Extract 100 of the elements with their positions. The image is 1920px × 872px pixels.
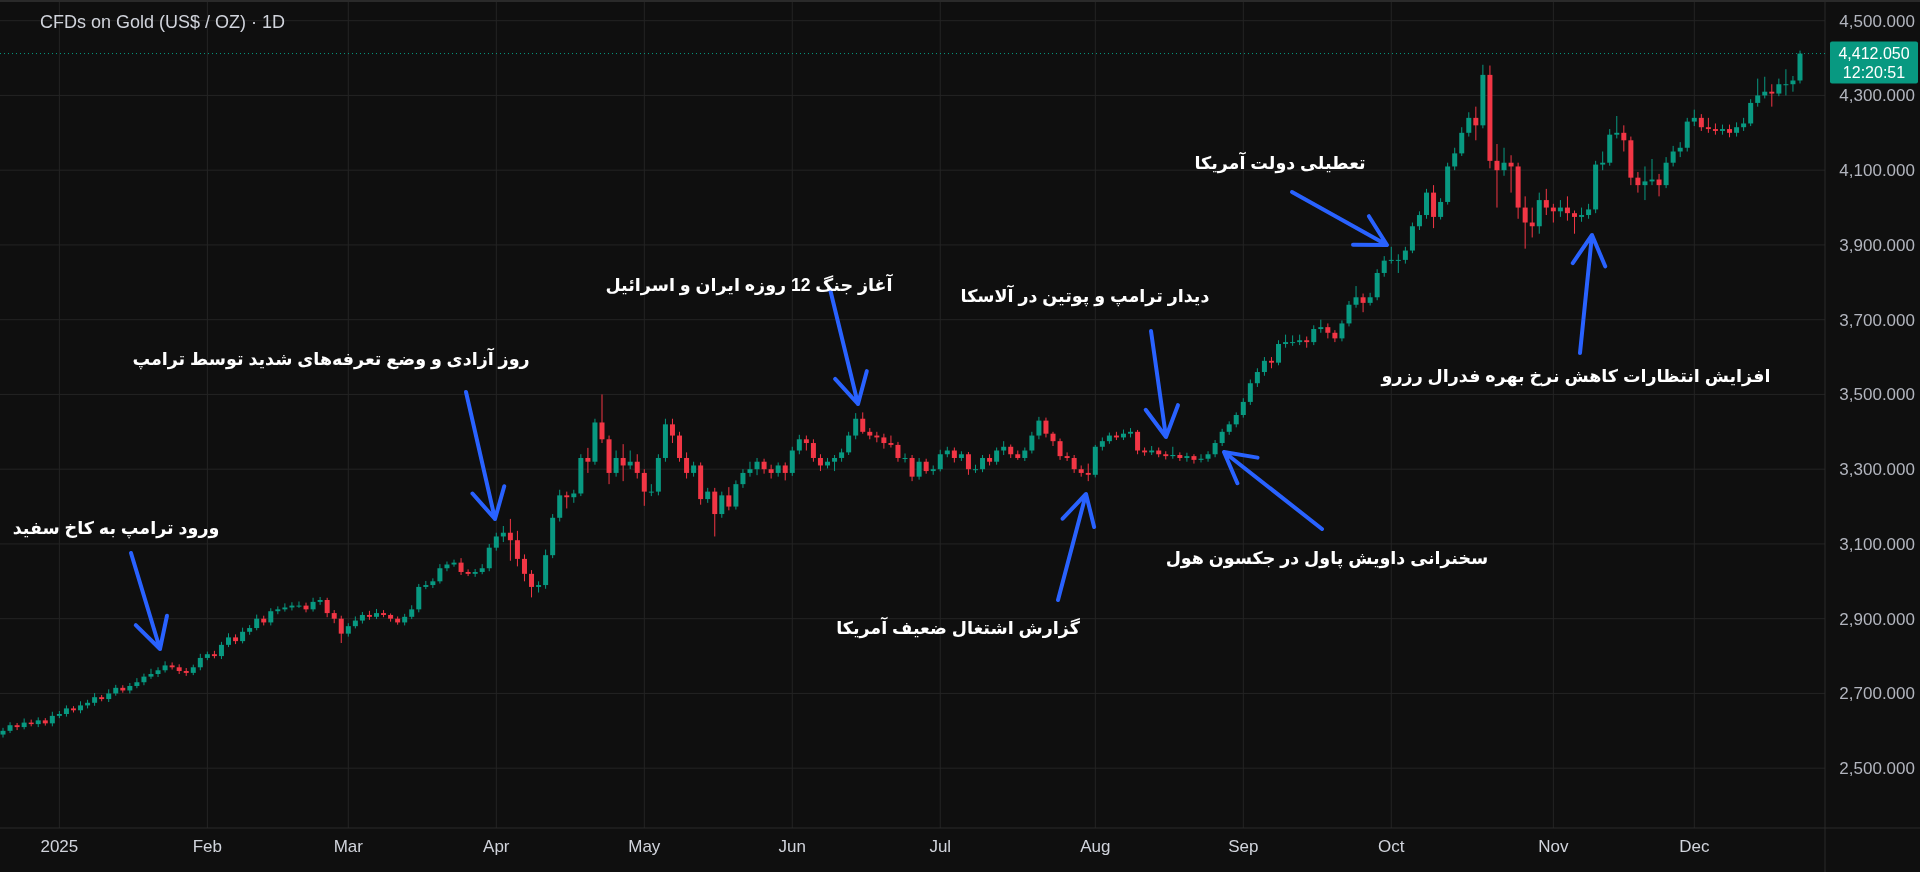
candlestick (1670, 145, 1676, 167)
candlestick (1346, 300, 1352, 327)
annotation: آغاز جنگ 12 روزه ایران و اسرائیل (605, 273, 894, 296)
candlestick (465, 568, 471, 577)
candlestick (324, 597, 330, 618)
candlestick (747, 461, 753, 478)
candlestick (1571, 210, 1577, 235)
x-tick-label: Jul (929, 837, 952, 856)
candlestick (1395, 253, 1401, 274)
y-tick-label: 2,900.000 (1839, 609, 1915, 629)
y-tick-label: 3,900.000 (1839, 235, 1915, 255)
candlestick (1311, 324, 1317, 346)
candlestick (0, 727, 6, 739)
candlestick (162, 660, 168, 674)
candlestick (1276, 339, 1282, 366)
x-tick-label: 2025 (40, 837, 79, 856)
candlestick (916, 457, 922, 481)
y-tick-label: 4,500.000 (1839, 11, 1915, 31)
candlestick (317, 596, 323, 606)
candlestick (14, 722, 20, 731)
candlestick (1184, 452, 1190, 463)
candlestick (1191, 453, 1197, 465)
candlestick (1614, 115, 1620, 139)
candlestick (677, 431, 683, 463)
x-tick-label: Nov (1538, 837, 1569, 856)
candlestick (888, 435, 894, 449)
candlestick (634, 453, 640, 480)
y-tick-label: 3,100.000 (1839, 534, 1915, 554)
y-tick-label: 4,300.000 (1839, 86, 1915, 106)
candlestick (1388, 246, 1394, 265)
x-tick-label: Jun (778, 837, 806, 856)
candlestick (726, 486, 732, 511)
candlestick (1064, 451, 1070, 462)
candlestick (437, 563, 443, 585)
candlestick (902, 453, 908, 463)
annotation: ورود ترامپ به کاخ سفید (12, 518, 220, 539)
candlestick (648, 483, 654, 497)
annotation: سخنرانی داویش پاول در جکسون هول (1165, 548, 1489, 569)
x-tick-label: Apr (483, 837, 510, 856)
candlestick (282, 602, 288, 613)
candlestick (1050, 431, 1056, 447)
candlestick (536, 580, 542, 594)
candlestick (1494, 143, 1500, 209)
x-tick-label: Sep (1228, 837, 1259, 856)
text: 12:20:51 (1842, 63, 1906, 81)
x-tick-label: Mar (333, 837, 364, 856)
candlestick (1290, 334, 1296, 347)
candlestick (529, 569, 535, 598)
candlestick (1254, 367, 1260, 388)
candlestick (719, 491, 725, 519)
x-tick-label: Feb (192, 837, 223, 856)
text: CFDs on Gold (US$ / OZ) · 1D (40, 12, 286, 32)
candlestick (514, 530, 520, 567)
candlestick (557, 489, 563, 523)
candlestick (669, 418, 675, 444)
candlestick (684, 451, 690, 480)
candlestick (155, 666, 161, 678)
candlestick (1473, 106, 1479, 141)
candlestick (810, 438, 816, 463)
candlestick (853, 412, 859, 440)
candlestick (1424, 188, 1430, 220)
candlestick (521, 553, 527, 582)
candlestick (169, 661, 175, 671)
candlestick (754, 457, 760, 476)
candlestick (1769, 83, 1775, 108)
candlestick (458, 557, 464, 576)
candlestick (1353, 285, 1359, 309)
y-tick-label: 3,700.000 (1839, 310, 1915, 330)
candlestick (134, 677, 140, 689)
candlestick (486, 543, 492, 572)
candlestick (1748, 98, 1754, 127)
candlestick (430, 577, 436, 589)
y-tick-label: 3,500.000 (1839, 385, 1915, 405)
candlestick (641, 468, 647, 507)
candlestick (599, 393, 605, 444)
candlestick (1416, 210, 1422, 231)
candlestick (1642, 165, 1648, 201)
candlestick (1240, 397, 1246, 419)
candlestick (761, 458, 767, 475)
candlestick (796, 434, 802, 455)
candlestick (1783, 68, 1789, 96)
candlestick (860, 411, 866, 435)
candlestick (1247, 378, 1253, 406)
candlestick (965, 451, 971, 476)
candlestick (1367, 292, 1373, 306)
candlestick (1205, 450, 1211, 463)
candlestick (789, 446, 795, 477)
candlestick (733, 479, 739, 511)
candlestick (1177, 451, 1183, 462)
y-tick-label: 2,500.000 (1839, 759, 1915, 779)
candlestick (1381, 255, 1387, 278)
ref-line-label: 4,412.050 (1838, 44, 1910, 62)
candlestick (1543, 188, 1549, 216)
candlestick (1790, 75, 1796, 93)
x-tick-label: Oct (1378, 837, 1405, 856)
annotation: روز آزادی و وضع تعرفه‌های شدید توسط ترامپ (132, 347, 530, 370)
candlestick (1029, 431, 1035, 454)
candlestick (1135, 429, 1141, 455)
annotation: دیدار ترامپ و پوتین در آلاسکا (960, 284, 1210, 307)
candlestick (1452, 147, 1458, 171)
